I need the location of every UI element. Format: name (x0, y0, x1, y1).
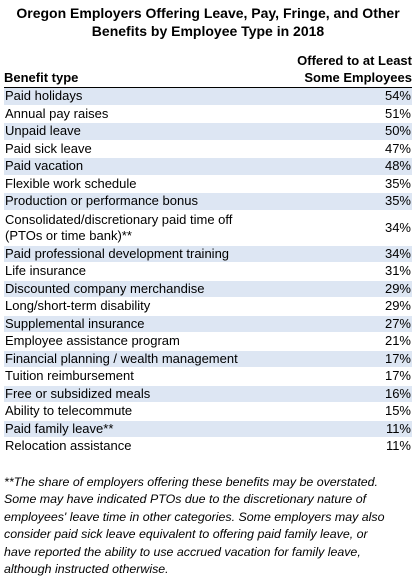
table-row: Discounted company merchandise 29% (4, 281, 412, 299)
table-title-line-1: Oregon Employers Offering Leave, Pay, Fr… (4, 4, 412, 22)
benefit-percent: 31% (385, 263, 412, 279)
footnote-line-3: employees' leave time in other categorie… (4, 509, 410, 527)
benefit-name: Life insurance (4, 263, 86, 279)
benefit-percent: 34% (385, 220, 412, 236)
benefit-name-line-1: Consolidated/discretionary paid time off (5, 212, 232, 227)
benefit-percent: 48% (385, 158, 412, 174)
table-row: Paid family leave** 11% (4, 421, 412, 439)
benefit-name: Free or subsidized meals (4, 386, 150, 402)
table-row: Financial planning / wealth management 1… (4, 351, 412, 369)
benefit-type-column-header: Benefit type (4, 70, 78, 86)
table-row: Supplemental insurance 27% (4, 316, 412, 334)
benefit-percent: 17% (385, 351, 412, 367)
table-row: Production or performance bonus 35% (4, 193, 412, 211)
benefit-percent: 16% (385, 386, 412, 402)
benefit-name: Flexible work schedule (4, 176, 137, 192)
benefit-percent: 11% (386, 438, 412, 454)
benefit-percent: 50% (385, 123, 412, 139)
benefit-name: Paid professional development training (4, 246, 229, 262)
table-row: Consolidated/discretionary paid time off… (4, 211, 412, 246)
table-row: Paid sick leave 47% (4, 141, 412, 159)
benefit-name: Relocation assistance (4, 438, 131, 454)
table-row: Ability to telecommute 15% (4, 403, 412, 421)
table-row: Tuition reimbursement 17% (4, 368, 412, 386)
table-row: Free or subsidized meals 16% (4, 386, 412, 404)
benefit-name: Financial planning / wealth management (4, 351, 238, 367)
benefit-percent: 11% (386, 421, 412, 437)
table-row: Unpaid leave 50% (4, 123, 412, 141)
table-row: Relocation assistance 11% (4, 438, 412, 456)
benefit-percent: 34% (385, 246, 412, 262)
benefit-name: Paid holidays (4, 88, 82, 104)
benefit-name: Annual pay raises (4, 106, 108, 122)
offered-column-header-line-2: Some Employees (272, 69, 412, 86)
footnote-line-5: have reported the ability to use accrued… (4, 544, 410, 562)
table-body: Paid holidays 54% Annual pay raises 51% … (4, 88, 412, 456)
benefit-name: Supplemental insurance (4, 316, 144, 332)
footnote-line-6: although instructed otherwise. (4, 561, 410, 579)
footnote: **The share of employers offering these … (4, 474, 412, 579)
footnote-line-4: consider paid sick leave equivalent to o… (4, 526, 410, 544)
benefit-name: Discounted company merchandise (4, 281, 204, 297)
benefit-name: Production or performance bonus (4, 193, 198, 209)
footnote-line-2: Some may have indicated PTOs due to the … (4, 491, 410, 509)
benefit-name: Paid sick leave (4, 141, 92, 157)
benefit-percent: 35% (385, 193, 412, 209)
table-row: Paid professional development training 3… (4, 246, 412, 264)
benefit-name-line-2: (PTOs or time bank)** (5, 228, 132, 243)
table-header: Benefit type Offered to at Least Some Em… (4, 40, 412, 88)
footnote-line-1: **The share of employers offering these … (4, 474, 410, 492)
table-row: Long/short-term disability 29% (4, 298, 412, 316)
benefit-name: Paid vacation (4, 158, 83, 174)
benefit-percent: 35% (385, 176, 412, 192)
table-row: Paid holidays 54% (4, 88, 412, 106)
table-row: Employee assistance program 21% (4, 333, 412, 351)
benefit-name: Tuition reimbursement (4, 368, 134, 384)
table-row: Life insurance 31% (4, 263, 412, 281)
offered-column-header: Offered to at Least Some Employees (272, 52, 412, 86)
benefit-percent: 17% (385, 368, 412, 384)
table-title: Oregon Employers Offering Leave, Pay, Fr… (4, 0, 412, 40)
benefit-name: Paid family leave** (4, 421, 113, 437)
table-row: Paid vacation 48% (4, 158, 412, 176)
benefit-percent: 29% (385, 298, 412, 314)
benefit-name: Consolidated/discretionary paid time off… (4, 212, 232, 244)
benefit-name: Employee assistance program (4, 333, 180, 349)
table-row: Annual pay raises 51% (4, 106, 412, 124)
benefit-percent: 29% (385, 281, 412, 297)
benefit-percent: 54% (385, 88, 412, 104)
offered-column-header-line-1: Offered to at Least (272, 52, 412, 69)
benefit-percent: 15% (385, 403, 412, 419)
benefit-percent: 27% (385, 316, 412, 332)
benefit-name: Ability to telecommute (4, 403, 132, 419)
table-row: Flexible work schedule 35% (4, 176, 412, 194)
table-title-line-2: Benefits by Employee Type in 2018 (4, 22, 412, 40)
benefit-percent: 47% (385, 141, 412, 157)
benefit-name: Unpaid leave (4, 123, 81, 139)
benefit-name: Long/short-term disability (4, 298, 150, 314)
benefit-percent: 21% (385, 333, 412, 349)
benefit-percent: 51% (385, 106, 412, 122)
